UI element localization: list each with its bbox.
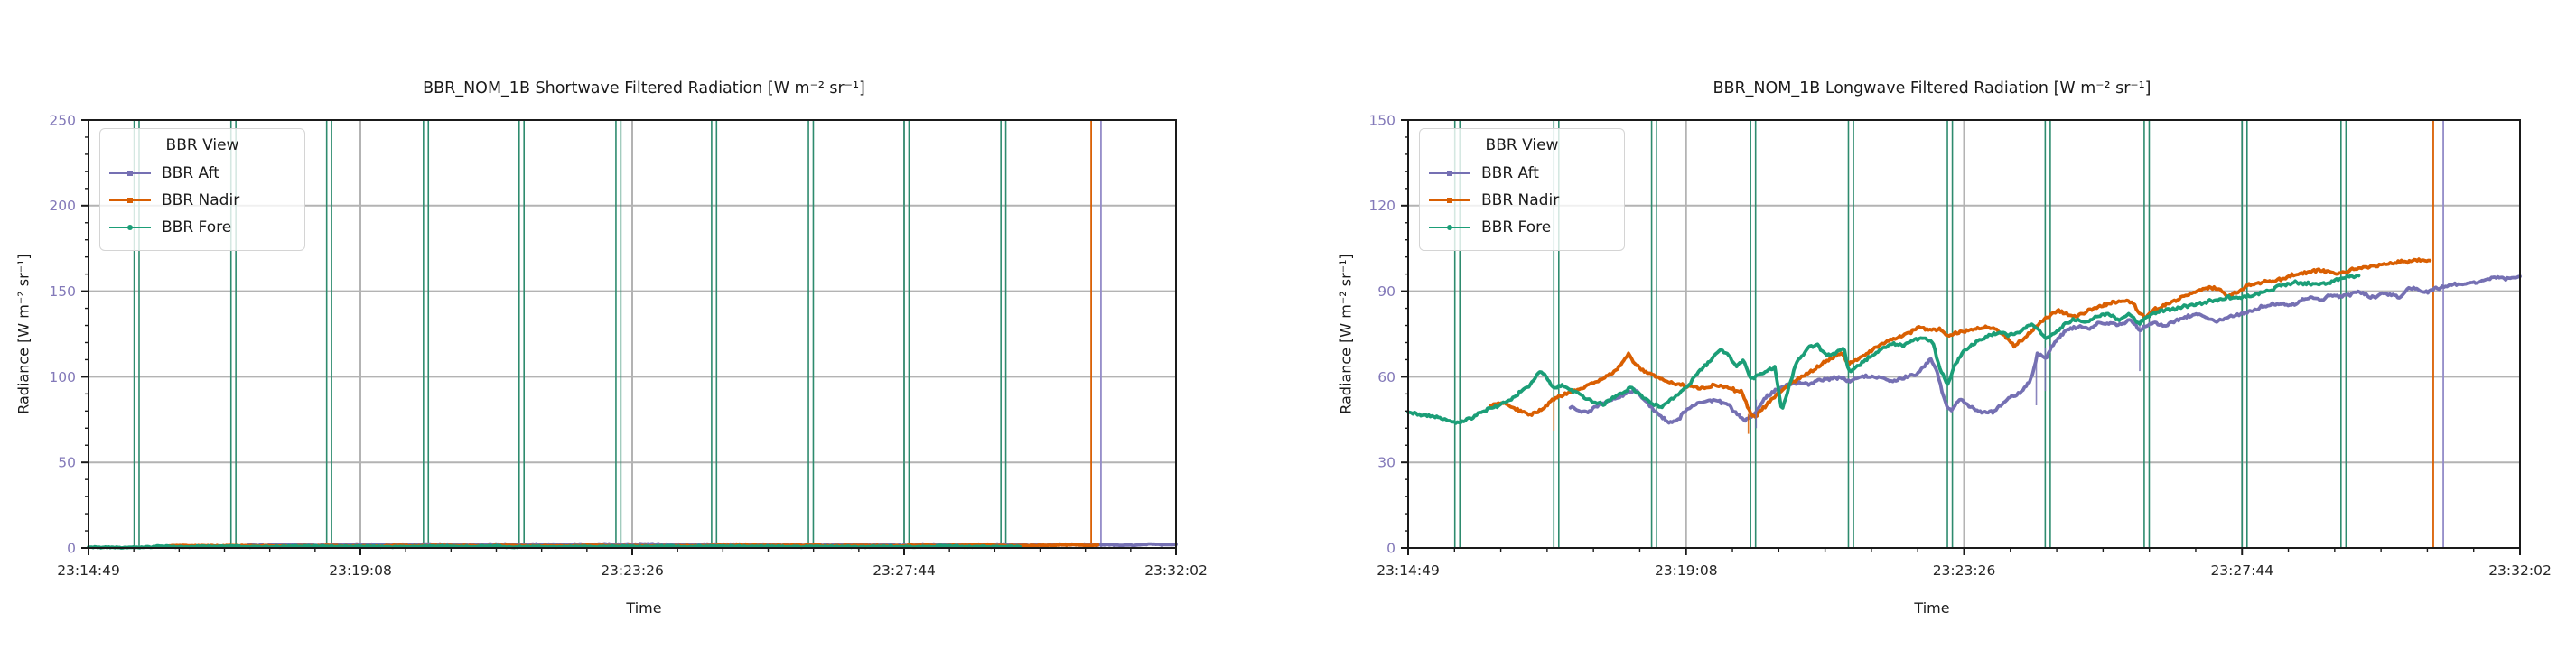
y-tick-label: 0 bbox=[1386, 540, 1395, 556]
y-tick-label: 60 bbox=[1377, 369, 1395, 385]
shortwave-y-axis-label: Radiance [W m⁻² sr⁻¹] bbox=[14, 254, 33, 414]
longwave-chart-figure: 0 30 60 90 120 150 23:14:49 23:19:08 23:23:26 23:… bbox=[1288, 0, 2576, 668]
x-tick-label: 23:19:08 bbox=[1655, 562, 1718, 579]
legend-label: BBR Nadir bbox=[1481, 191, 1560, 209]
bbr-aft-line-sample-icon bbox=[109, 167, 151, 180]
shortwave-plot-area: 0 50 100 150 200 250 23:14:49 23:19:08 23:23:26 2… bbox=[49, 112, 1208, 579]
bbr-aft-line-sample-icon bbox=[1429, 167, 1470, 180]
series-line-bbr-fore bbox=[1406, 274, 2361, 425]
x-tick-label: 23:23:26 bbox=[601, 562, 664, 579]
bbr-nadir-line-sample-icon bbox=[109, 194, 151, 207]
legend-box: BBR View BBR Aft BBR Nadir BBR Fore bbox=[1419, 128, 1625, 251]
y-tick-label: 50 bbox=[58, 455, 76, 471]
x-tick-label: 23:14:49 bbox=[57, 562, 120, 579]
legend-item-bbr-aft: BBR Aft bbox=[109, 160, 295, 187]
bbr-nadir-line-sample-icon bbox=[1429, 194, 1470, 207]
longwave-y-axis-label: Radiance [W m⁻² sr⁻¹] bbox=[1337, 254, 1355, 414]
legend-item-bbr-nadir: BBR Nadir bbox=[109, 187, 295, 214]
x-tick-label: 23:23:26 bbox=[1933, 562, 1996, 579]
x-tick-label: 23:27:44 bbox=[873, 562, 936, 579]
longwave-plot-area: 0 30 60 90 120 150 23:14:49 23:19:08 23:23:26 23:… bbox=[1368, 112, 2552, 579]
shortwave-x-axis-label: Time bbox=[626, 599, 662, 617]
y-tick-label: 0 bbox=[67, 540, 76, 556]
legend-item-bbr-fore: BBR Fore bbox=[109, 214, 295, 241]
y-tick-label: 30 bbox=[1377, 455, 1395, 471]
legend-label: BBR Fore bbox=[162, 218, 232, 237]
shortwave-chart-title: BBR_NOM_1B Shortwave Filtered Radiation … bbox=[423, 79, 865, 97]
y-tick-label: 120 bbox=[1368, 198, 1395, 214]
longwave-x-axis-label: Time bbox=[1914, 599, 1950, 617]
legend-title: BBR View bbox=[1485, 136, 1559, 154]
y-tick-label: 200 bbox=[49, 198, 76, 214]
y-tick-label: 90 bbox=[1377, 283, 1395, 300]
x-tick-label: 23:32:02 bbox=[1144, 562, 1208, 579]
legend-item-bbr-nadir: BBR Nadir bbox=[1429, 187, 1615, 214]
x-tick-label: 23:27:44 bbox=[2210, 562, 2273, 579]
shortwave-chart-figure: 0 50 100 150 200 250 23:14:49 23:19:08 23:23:26 2… bbox=[14, 79, 1208, 617]
longwave-chart-title: BBR_NOM_1B Longwave Filtered Radiation [… bbox=[1713, 79, 2151, 97]
bbr-fore-line-sample-icon bbox=[109, 221, 151, 234]
legend-label: BBR Aft bbox=[162, 164, 219, 182]
legend-label: BBR Nadir bbox=[162, 191, 240, 209]
y-tick-label: 150 bbox=[49, 283, 76, 300]
bbr-fore-line-sample-icon bbox=[1429, 221, 1470, 234]
x-tick-label: 23:14:49 bbox=[1377, 562, 1440, 579]
x-tick-label: 23:19:08 bbox=[329, 562, 392, 579]
legend-label: BBR Fore bbox=[1481, 218, 1552, 237]
x-tick-label: 23:32:02 bbox=[2488, 562, 2552, 579]
series-line-bbr-nadir bbox=[1489, 257, 2432, 419]
legend-title: BBR View bbox=[165, 136, 239, 154]
legend-box: BBR View BBR Aft BBR Nadir BBR Fore bbox=[99, 128, 305, 251]
y-tick-label: 100 bbox=[49, 369, 76, 385]
legend-label: BBR Aft bbox=[1481, 164, 1539, 182]
y-tick-label: 250 bbox=[49, 112, 76, 128]
y-tick-label: 150 bbox=[1368, 112, 1395, 128]
legend-item-bbr-fore: BBR Fore bbox=[1429, 214, 1615, 241]
legend-item-bbr-aft: BBR Aft bbox=[1429, 160, 1615, 187]
